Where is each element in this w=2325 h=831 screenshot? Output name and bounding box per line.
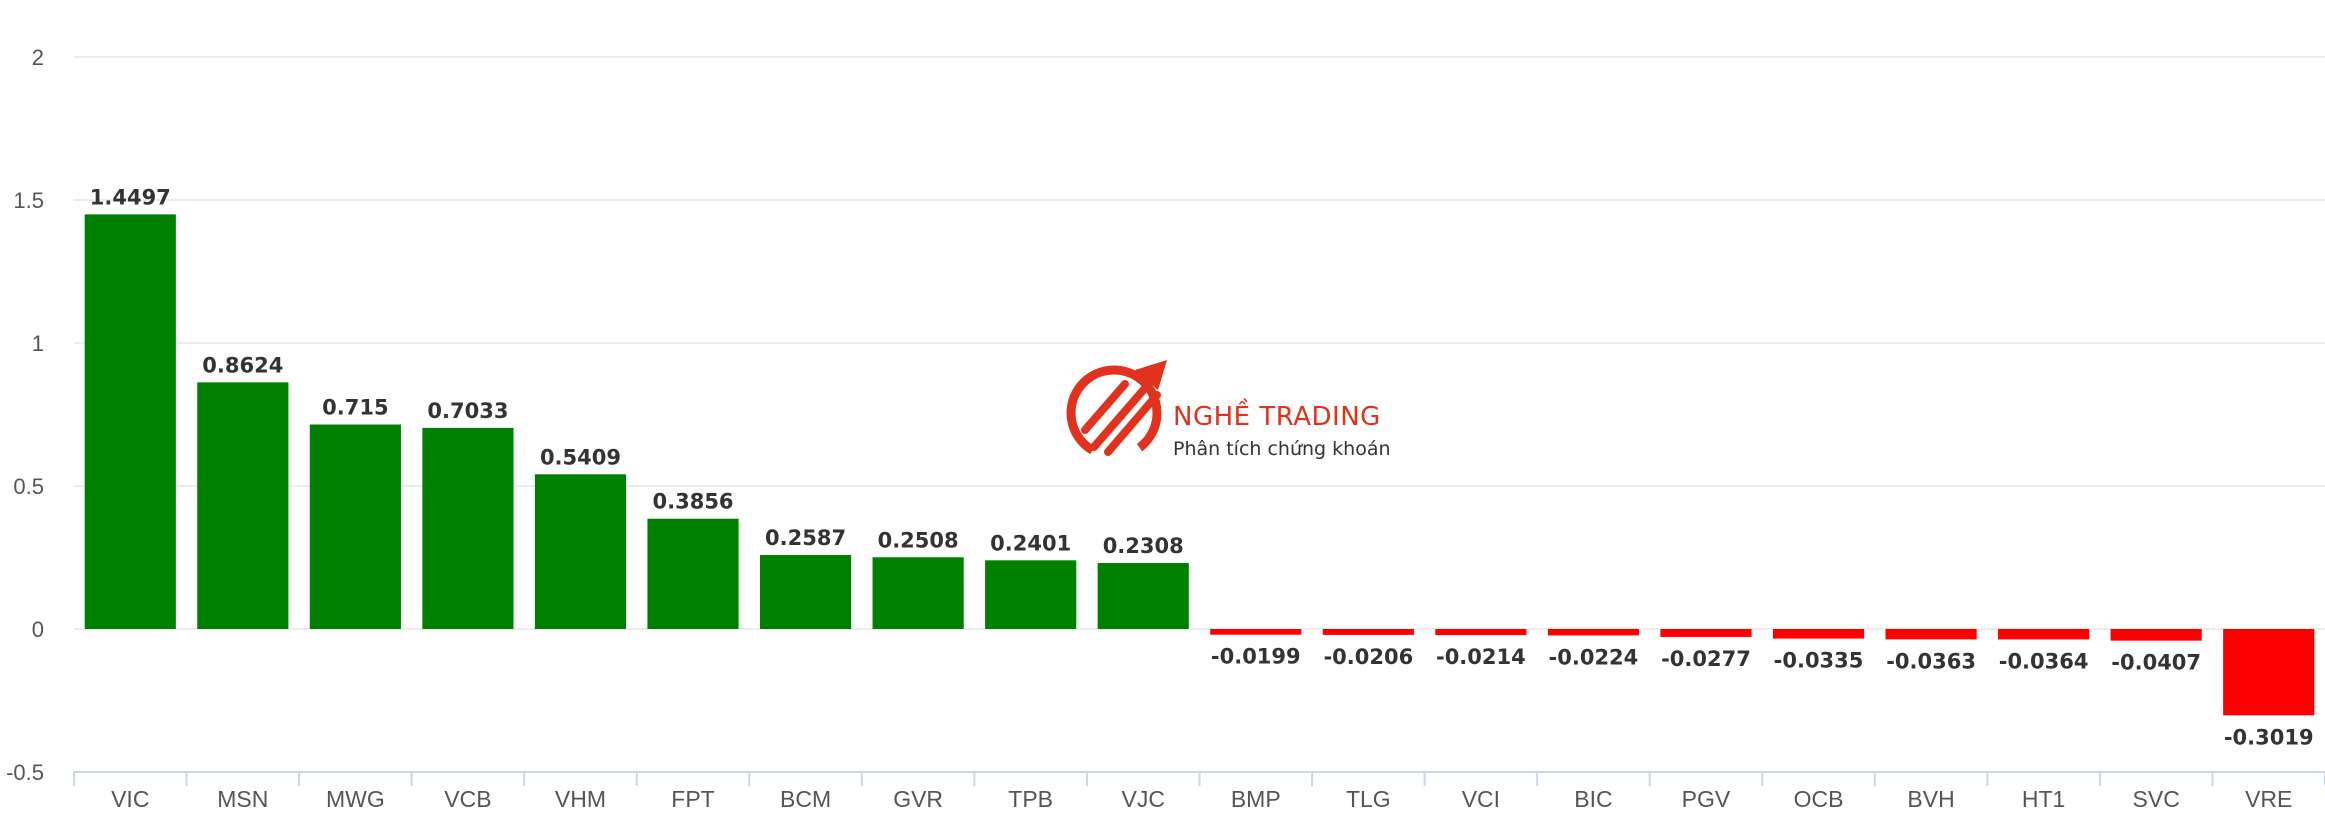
data-labels: 1.4497 0.8624 0.715 0.7033 0.5409 0.3856 0.258… [90, 185, 2314, 749]
bar-tpb[interactable] [985, 560, 1077, 629]
watermark: NGHỀ TRADING Phân tích chứng khoán [1066, 360, 1391, 461]
data-label: 0.8624 [202, 353, 283, 377]
y-tick-label: 2 [32, 45, 44, 70]
bar-vre[interactable] [2223, 629, 2315, 716]
bars [84, 214, 2315, 716]
data-label: -0.0407 [2111, 651, 2201, 675]
x-tick-label: VJC [1121, 786, 1164, 812]
data-label: -0.0363 [1886, 649, 1976, 673]
bar-gvr[interactable] [872, 557, 964, 629]
data-label: -0.0277 [1661, 647, 1751, 671]
y-tick-label: 0 [32, 617, 44, 642]
x-tick-label: GVR [893, 786, 943, 812]
x-tick-label: OCB [1794, 786, 1844, 812]
x-tick-label: VHM [555, 786, 606, 812]
bar-vic[interactable] [84, 214, 176, 629]
bar-vcb[interactable] [422, 427, 514, 629]
y-tick-label: 1 [32, 331, 44, 356]
y-axis-ticks: -0.5 0 0.5 1 1.5 2 [6, 45, 44, 785]
x-tick-label: FPT [671, 786, 714, 812]
trading-logo-icon [1066, 360, 1167, 461]
x-tick-label: MSN [217, 786, 268, 812]
data-label: 0.7033 [427, 399, 508, 423]
y-tick-label: 0.5 [13, 474, 44, 499]
data-label: 1.4497 [90, 185, 171, 209]
data-label: 0.5409 [540, 445, 621, 469]
y-tick-label: -0.5 [6, 760, 44, 785]
bar-vhm[interactable] [534, 474, 627, 629]
bar-svc[interactable] [2110, 629, 2202, 641]
x-tick-label: VIC [111, 786, 149, 812]
bar-vci[interactable] [1435, 629, 1527, 636]
bar-ocb[interactable] [1772, 629, 1865, 639]
bar-bvh[interactable] [1885, 629, 1977, 640]
bar-pgv[interactable] [1660, 629, 1752, 637]
bar-fpt[interactable] [647, 518, 739, 629]
data-label: 0.2401 [990, 531, 1071, 555]
x-tick-label: VCB [444, 786, 491, 812]
data-label: 0.2508 [878, 528, 959, 552]
bar-ht1[interactable] [1998, 629, 2090, 640]
data-label: 0.2587 [765, 526, 846, 550]
x-tick-label: TPB [1008, 786, 1053, 812]
x-tick-label: VRE [2245, 786, 2292, 812]
bar-msn[interactable] [197, 382, 289, 629]
grid-lines [74, 56, 2325, 630]
data-label: -0.0214 [1436, 645, 1526, 669]
bar-tlg[interactable] [1322, 629, 1414, 635]
bar-bcm[interactable] [759, 555, 852, 629]
x-tick-label: BCM [780, 786, 831, 812]
data-label: -0.0206 [1323, 645, 1413, 669]
x-tick-label: VCI [1462, 786, 1500, 812]
watermark-title: NGHỀ TRADING [1173, 397, 1381, 432]
data-label: -0.0364 [1999, 649, 2089, 673]
x-tick-label: BVH [1907, 786, 1954, 812]
bar-vjc[interactable] [1097, 562, 1189, 629]
data-label: 0.715 [322, 396, 388, 420]
x-tick-label: BIC [1574, 786, 1612, 812]
data-label: -0.0224 [1549, 645, 1639, 669]
watermark-subtitle: Phân tích chứng khoán [1173, 438, 1391, 460]
data-label: 0.3856 [653, 490, 734, 514]
bar-bic[interactable] [1547, 629, 1640, 636]
data-label: -0.0199 [1211, 645, 1301, 669]
x-tick-label: PGV [1682, 786, 1731, 812]
data-label: 0.2308 [1103, 534, 1184, 558]
x-axis: VIC MSN MWG VCB VHM FPT BCM GVR TPB VJC BMP TLG VCI B… [73, 771, 2325, 812]
bar-bmp[interactable] [1210, 629, 1302, 635]
x-tick-label: BMP [1231, 786, 1281, 812]
x-tick-label: HT1 [2022, 786, 2065, 812]
data-label: -0.0335 [1774, 649, 1864, 673]
x-tick-label: SVC [2133, 786, 2180, 812]
y-tick-label: 1.5 [13, 188, 44, 213]
x-tick-label: TLG [1346, 786, 1391, 812]
x-tick-label: MWG [326, 786, 385, 812]
bar-mwg[interactable] [309, 424, 401, 629]
data-label: -0.3019 [2224, 725, 2314, 749]
